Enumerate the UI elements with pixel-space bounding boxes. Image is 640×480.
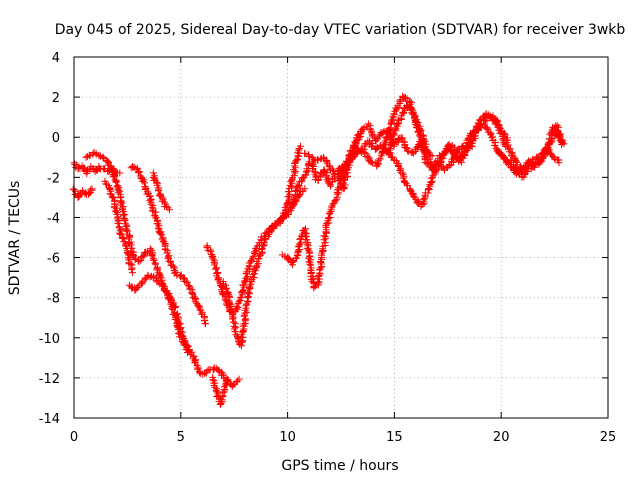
data-point [129,269,136,276]
y-tick-label: -14 [39,412,60,427]
x-tick-label: 5 [177,430,185,445]
y-tick-label: 4 [52,51,60,66]
data-point [239,288,246,295]
grid [74,57,608,418]
data-points [70,93,568,408]
y-axis-label: SDTVAR / TECUs [7,181,23,296]
chart-title: Day 045 of 2025, Sidereal Day-to-day VTE… [55,22,626,38]
y-tick-label: 0 [52,131,60,146]
y-tick-label: -4 [47,211,60,226]
y-tick-label: 2 [52,91,60,106]
data-point [322,233,329,240]
data-point [368,129,375,136]
data-point [326,210,333,217]
y-tick-label: -2 [47,171,60,186]
x-tick-label: 10 [279,430,296,445]
y-tick-label: -6 [47,252,60,267]
x-tick-label: 0 [70,430,78,445]
data-point [146,197,153,204]
y-tick-label: -8 [47,292,60,307]
x-tick-label: 20 [493,430,510,445]
plot-frame [74,57,608,418]
x-tick-label: 15 [386,430,403,445]
x-tick-label: 25 [600,430,617,445]
data-point [83,154,90,161]
x-axis-label: GPS time / hours [281,458,398,474]
y-tick-label: -12 [39,372,60,387]
data-point [426,186,433,193]
y-tick-label: -10 [39,332,60,347]
